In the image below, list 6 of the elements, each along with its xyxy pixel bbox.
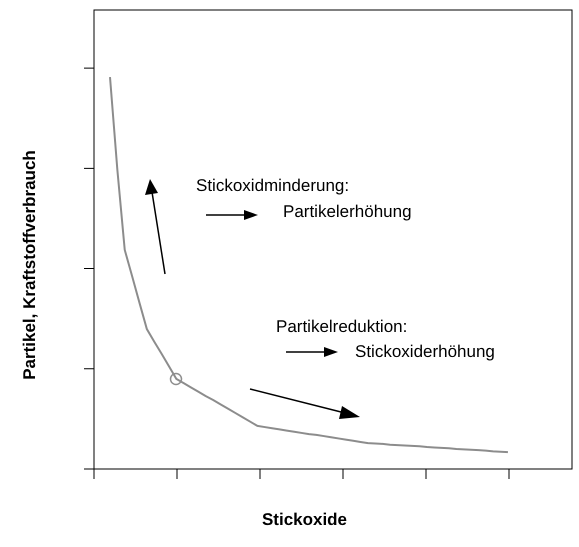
annotation: Partikelreduktion: (276, 317, 408, 337)
annotation: Stickoxidminderung: (196, 176, 350, 196)
annotation: Stickoxiderhöhung (355, 342, 495, 362)
x-axis-title: Stickoxide (260, 510, 348, 530)
annotation: Partikelerhöhung (283, 202, 412, 222)
y-axis-title: Partikel, Kraftstoffverbrauch (20, 150, 40, 380)
